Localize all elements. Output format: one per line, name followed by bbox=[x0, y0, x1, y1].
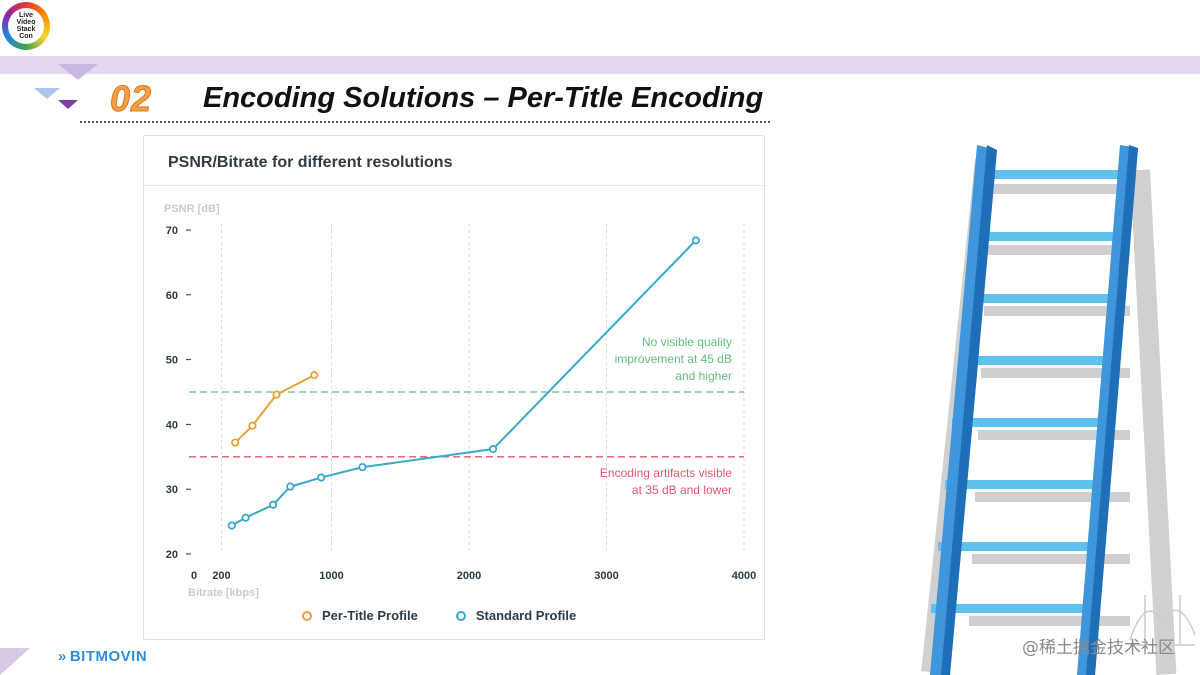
series-line-standard bbox=[231, 239, 697, 527]
brand-name: BITMOVIN bbox=[69, 648, 148, 665]
livevideostackcon-logo: Live Video Stack Con bbox=[2, 2, 50, 50]
x-tick-label: 2000 bbox=[457, 570, 481, 582]
data-point bbox=[231, 438, 240, 447]
y-tick-label: 70 bbox=[166, 225, 178, 237]
logo-text-line: Stack bbox=[16, 26, 36, 33]
title-divider bbox=[80, 121, 770, 123]
chart-card: PSNR/Bitrate for different resolutions P… bbox=[143, 135, 765, 640]
x-tick-label: 200 bbox=[212, 570, 230, 582]
data-point bbox=[358, 463, 367, 472]
chevron-right-icon: » bbox=[58, 648, 67, 665]
y-tick-label: 50 bbox=[166, 355, 178, 367]
threshold-annotation: Encoding artifacts visible bbox=[600, 466, 732, 480]
y-tick-label: 20 bbox=[166, 549, 178, 561]
legend-marker-icon bbox=[302, 610, 312, 621]
logo-text-line: Con bbox=[19, 33, 33, 40]
threshold-annotation: at 35 dB and lower bbox=[632, 483, 732, 497]
data-point bbox=[286, 482, 295, 491]
data-point bbox=[248, 421, 257, 430]
data-point bbox=[272, 390, 281, 399]
decor-triangle-icon bbox=[34, 88, 60, 99]
x-tick-label: 3000 bbox=[594, 570, 618, 582]
decor-triangle-icon bbox=[58, 100, 78, 109]
data-point bbox=[488, 444, 498, 454]
y-tick-label: 30 bbox=[166, 484, 178, 496]
decor-triangle-icon bbox=[58, 64, 98, 80]
y-tick-label: 40 bbox=[166, 419, 178, 431]
series-line-per-title bbox=[234, 374, 315, 444]
data-point bbox=[241, 513, 250, 522]
legend-item-standard: Standard Profile bbox=[455, 608, 577, 623]
x-axis-label: Bitrate [kbps] bbox=[188, 587, 259, 599]
data-point bbox=[227, 521, 236, 530]
bitmovin-logo: » BITMOVIN bbox=[58, 648, 147, 665]
logo-text: Live Video Stack Con bbox=[8, 8, 44, 44]
ladder-illustration-icon bbox=[921, 145, 1195, 675]
decor-triangle-icon bbox=[0, 648, 30, 675]
data-point bbox=[268, 500, 278, 509]
data-point bbox=[310, 371, 319, 380]
watermark: @稀土掘金技术社区 bbox=[1022, 638, 1175, 658]
x-tick-label: 0 bbox=[191, 570, 197, 582]
legend-label: Per-Title Profile bbox=[322, 608, 418, 623]
psnr-bitrate-chart: PSNR [dB] 20 30 40 50 60 70 0 200 1000 2000 3000 400… bbox=[164, 203, 756, 599]
y-tick-label: 60 bbox=[166, 290, 178, 302]
x-tick-label: 1000 bbox=[319, 570, 343, 582]
data-point bbox=[691, 236, 700, 245]
y-axis-label: PSNR [dB] bbox=[164, 203, 220, 215]
data-point bbox=[317, 473, 326, 482]
chart-title: PSNR/Bitrate for different resolutions bbox=[168, 154, 453, 171]
logo-text-line: Video bbox=[16, 19, 36, 26]
header-band bbox=[0, 56, 1200, 74]
logo-text-line: Live bbox=[18, 12, 33, 19]
legend-item-per-title: Per-Title Profile bbox=[302, 608, 418, 623]
threshold-annotation: No visible quality bbox=[642, 335, 732, 349]
threshold-annotation: improvement at 45 dB bbox=[615, 352, 732, 366]
chart-title-divider bbox=[144, 185, 764, 186]
x-tick-label: 4000 bbox=[732, 570, 756, 582]
legend-marker-icon bbox=[455, 610, 466, 621]
section-number: 02 bbox=[109, 78, 153, 120]
legend-label: Standard Profile bbox=[475, 608, 577, 623]
chart-legend: Per-Title Profile Standard Profile bbox=[302, 608, 576, 623]
page-title: Encoding Solutions – Per-Title Encoding bbox=[203, 82, 764, 114]
threshold-annotation: and higher bbox=[675, 369, 732, 383]
